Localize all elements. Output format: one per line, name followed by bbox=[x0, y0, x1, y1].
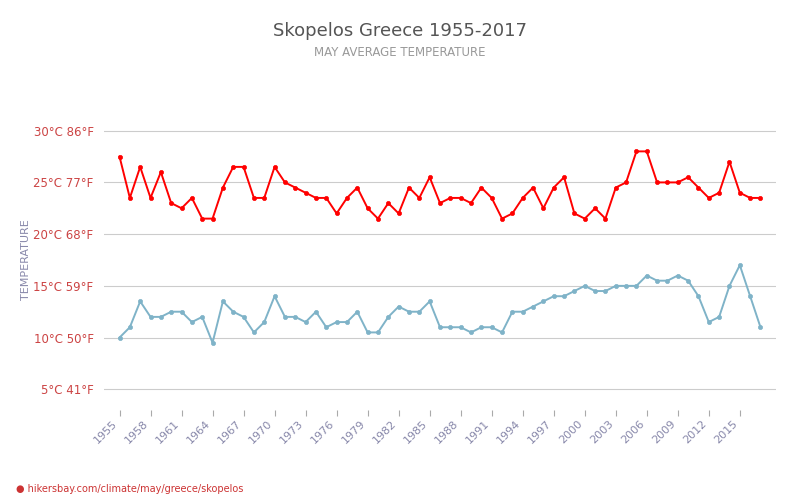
NIGHT bbox=[446, 324, 455, 330]
Y-axis label: TEMPERATURE: TEMPERATURE bbox=[21, 220, 30, 300]
Text: Skopelos Greece 1955-2017: Skopelos Greece 1955-2017 bbox=[273, 22, 527, 40]
DAY bbox=[322, 195, 331, 201]
DAY bbox=[446, 195, 455, 201]
DAY bbox=[746, 195, 755, 201]
NIGHT bbox=[208, 340, 218, 346]
DAY bbox=[301, 190, 310, 196]
Line: DAY: DAY bbox=[118, 150, 762, 220]
DAY bbox=[632, 148, 642, 154]
DAY bbox=[756, 195, 766, 201]
NIGHT bbox=[301, 319, 310, 325]
DAY bbox=[425, 174, 434, 180]
DAY bbox=[114, 154, 124, 160]
Text: MAY AVERAGE TEMPERATURE: MAY AVERAGE TEMPERATURE bbox=[314, 46, 486, 59]
Text: ● hikersbay.com/climate/may/greece/skopelos: ● hikersbay.com/climate/may/greece/skope… bbox=[16, 484, 243, 494]
NIGHT bbox=[114, 334, 124, 340]
NIGHT bbox=[425, 298, 434, 304]
DAY bbox=[198, 216, 207, 222]
Line: NIGHT: NIGHT bbox=[118, 263, 762, 345]
NIGHT bbox=[756, 324, 766, 330]
NIGHT bbox=[322, 324, 331, 330]
NIGHT bbox=[735, 262, 745, 268]
NIGHT bbox=[570, 288, 579, 294]
NIGHT bbox=[746, 293, 755, 299]
DAY bbox=[570, 210, 579, 216]
